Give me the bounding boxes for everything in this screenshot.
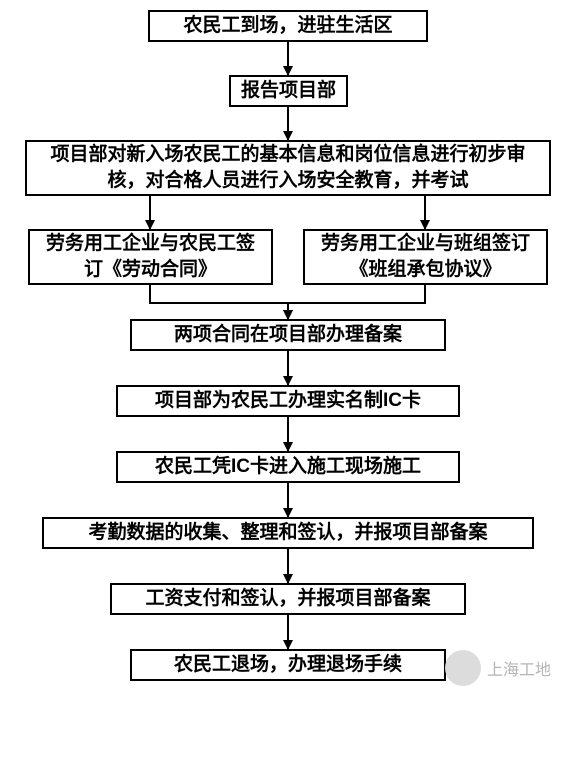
flow-node-n4a: 劳务用工企业与农民工签订《劳动合同》 (28, 229, 273, 285)
flow-node-n1: 农民工到场，进驻生活区 (148, 10, 428, 42)
flow-node-n7: 农民工凭IC卡进入施工现场施工 (116, 451, 460, 483)
flow-node-n4b: 劳务用工企业与班组签订《班组承包协议》 (303, 229, 548, 285)
flowchart-container: 农民工到场，进驻生活区报告项目部项目部对新入场农民工的基本信息和岗位信息进行初步… (0, 0, 577, 775)
flow-node-n2: 报告项目部 (229, 75, 348, 107)
watermark-label: 上海工地 (487, 656, 551, 680)
flow-node-n6: 项目部为农民工办理实名制IC卡 (116, 385, 460, 417)
watermark-icon (445, 650, 481, 686)
flow-node-n10: 农民工退场，办理退场手续 (130, 649, 446, 681)
flow-node-n3: 项目部对新入场农民工的基本信息和岗位信息进行初步审核，对合格人员进行入场安全教育… (25, 140, 551, 196)
flow-node-n5: 两项合同在项目部办理备案 (130, 319, 446, 351)
watermark: 上海工地 (445, 650, 551, 686)
flow-node-n9: 工资支付和签认，并报项目部备案 (110, 583, 466, 615)
flow-node-n8: 考勤数据的收集、整理和签认，并报项目部备案 (42, 517, 534, 549)
